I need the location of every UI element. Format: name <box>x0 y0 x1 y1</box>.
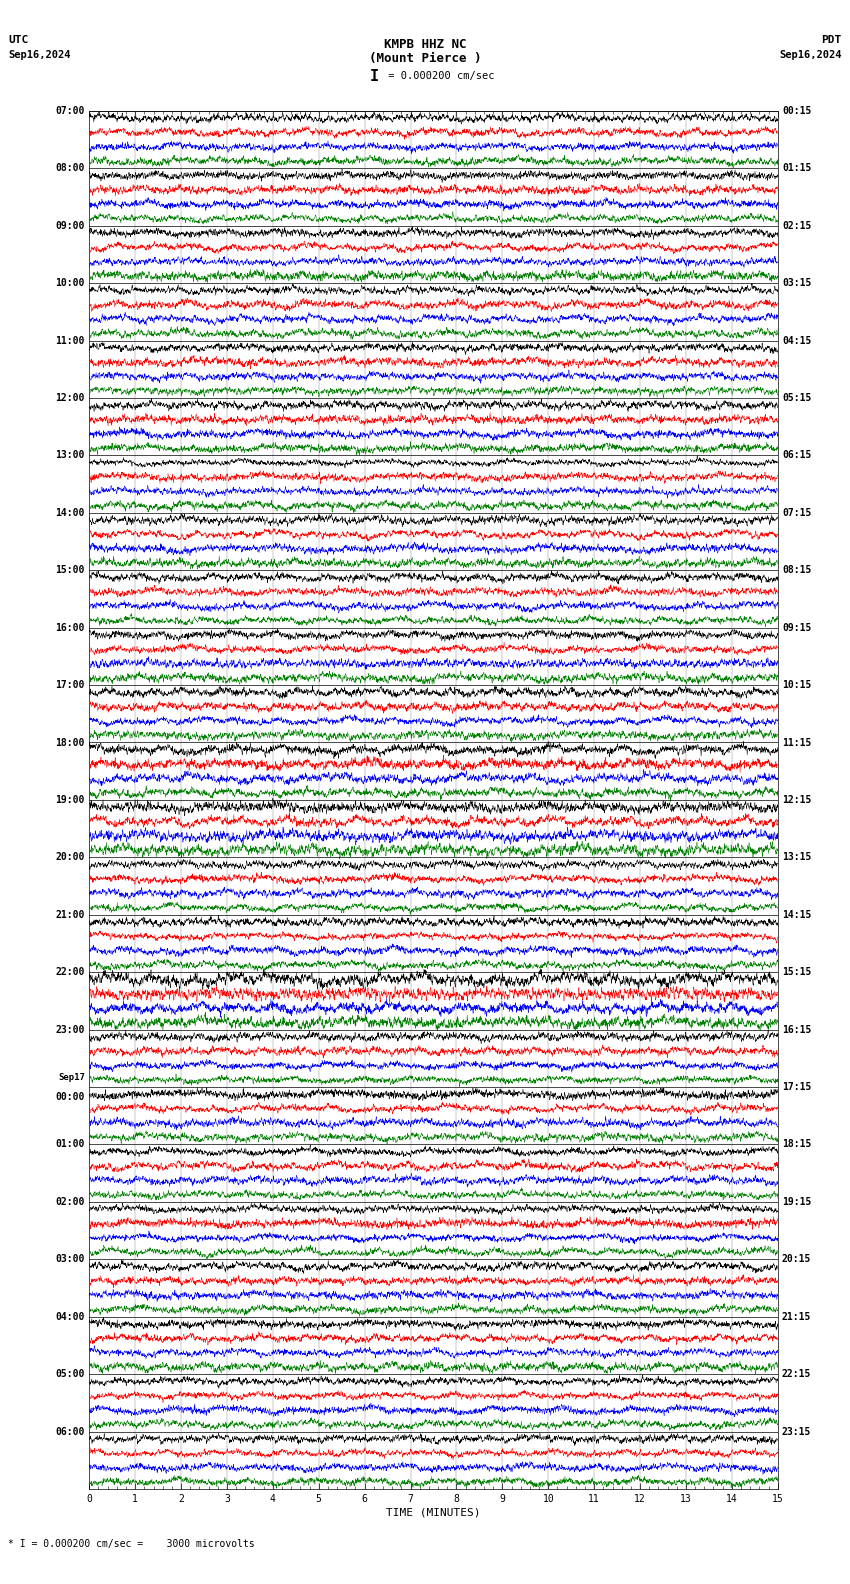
Text: 09:15: 09:15 <box>782 623 812 632</box>
Text: 16:00: 16:00 <box>55 623 85 632</box>
Text: 00:00: 00:00 <box>55 1091 85 1102</box>
Text: 02:00: 02:00 <box>55 1198 85 1207</box>
Text: 04:15: 04:15 <box>782 336 812 345</box>
Text: 05:15: 05:15 <box>782 393 812 402</box>
Text: 14:15: 14:15 <box>782 909 812 920</box>
Text: 15:00: 15:00 <box>55 565 85 575</box>
Text: 22:00: 22:00 <box>55 968 85 977</box>
Text: 08:15: 08:15 <box>782 565 812 575</box>
Text: PDT: PDT <box>821 35 842 44</box>
Text: 01:15: 01:15 <box>782 163 812 173</box>
Text: 23:15: 23:15 <box>782 1427 812 1437</box>
Text: 19:00: 19:00 <box>55 795 85 805</box>
Text: 06:00: 06:00 <box>55 1427 85 1437</box>
Text: 14:00: 14:00 <box>55 508 85 518</box>
Text: 12:00: 12:00 <box>55 393 85 402</box>
Text: Sep17: Sep17 <box>58 1074 85 1082</box>
Text: 02:15: 02:15 <box>782 220 812 231</box>
X-axis label: TIME (MINUTES): TIME (MINUTES) <box>386 1508 481 1517</box>
Text: 12:15: 12:15 <box>782 795 812 805</box>
Text: 06:15: 06:15 <box>782 450 812 461</box>
Text: 16:15: 16:15 <box>782 1025 812 1034</box>
Text: 13:15: 13:15 <box>782 852 812 862</box>
Text: 22:15: 22:15 <box>782 1369 812 1380</box>
Text: Sep16,2024: Sep16,2024 <box>8 51 71 60</box>
Text: Sep16,2024: Sep16,2024 <box>779 51 842 60</box>
Text: 21:00: 21:00 <box>55 909 85 920</box>
Text: 08:00: 08:00 <box>55 163 85 173</box>
Text: 03:00: 03:00 <box>55 1255 85 1264</box>
Text: 01:00: 01:00 <box>55 1139 85 1150</box>
Text: 18:00: 18:00 <box>55 738 85 748</box>
Text: 04:00: 04:00 <box>55 1312 85 1321</box>
Text: 11:15: 11:15 <box>782 738 812 748</box>
Text: 00:15: 00:15 <box>782 106 812 116</box>
Text: 20:15: 20:15 <box>782 1255 812 1264</box>
Text: 18:15: 18:15 <box>782 1139 812 1150</box>
Text: 15:15: 15:15 <box>782 968 812 977</box>
Text: = 0.000200 cm/sec: = 0.000200 cm/sec <box>382 71 495 81</box>
Text: 09:00: 09:00 <box>55 220 85 231</box>
Text: KMPB HHZ NC: KMPB HHZ NC <box>383 38 467 51</box>
Text: 20:00: 20:00 <box>55 852 85 862</box>
Text: 11:00: 11:00 <box>55 336 85 345</box>
Text: 19:15: 19:15 <box>782 1198 812 1207</box>
Text: 03:15: 03:15 <box>782 279 812 288</box>
Text: * I = 0.000200 cm/sec =    3000 microvolts: * I = 0.000200 cm/sec = 3000 microvolts <box>8 1540 255 1549</box>
Text: 07:00: 07:00 <box>55 106 85 116</box>
Text: 13:00: 13:00 <box>55 450 85 461</box>
Text: 10:00: 10:00 <box>55 279 85 288</box>
Text: (Mount Pierce ): (Mount Pierce ) <box>369 52 481 65</box>
Text: 07:15: 07:15 <box>782 508 812 518</box>
Text: 17:15: 17:15 <box>782 1082 812 1091</box>
Text: 10:15: 10:15 <box>782 680 812 691</box>
Text: 21:15: 21:15 <box>782 1312 812 1321</box>
Text: 17:00: 17:00 <box>55 680 85 691</box>
Text: 23:00: 23:00 <box>55 1025 85 1034</box>
Text: 05:00: 05:00 <box>55 1369 85 1380</box>
Text: UTC: UTC <box>8 35 29 44</box>
Text: I: I <box>370 68 378 84</box>
